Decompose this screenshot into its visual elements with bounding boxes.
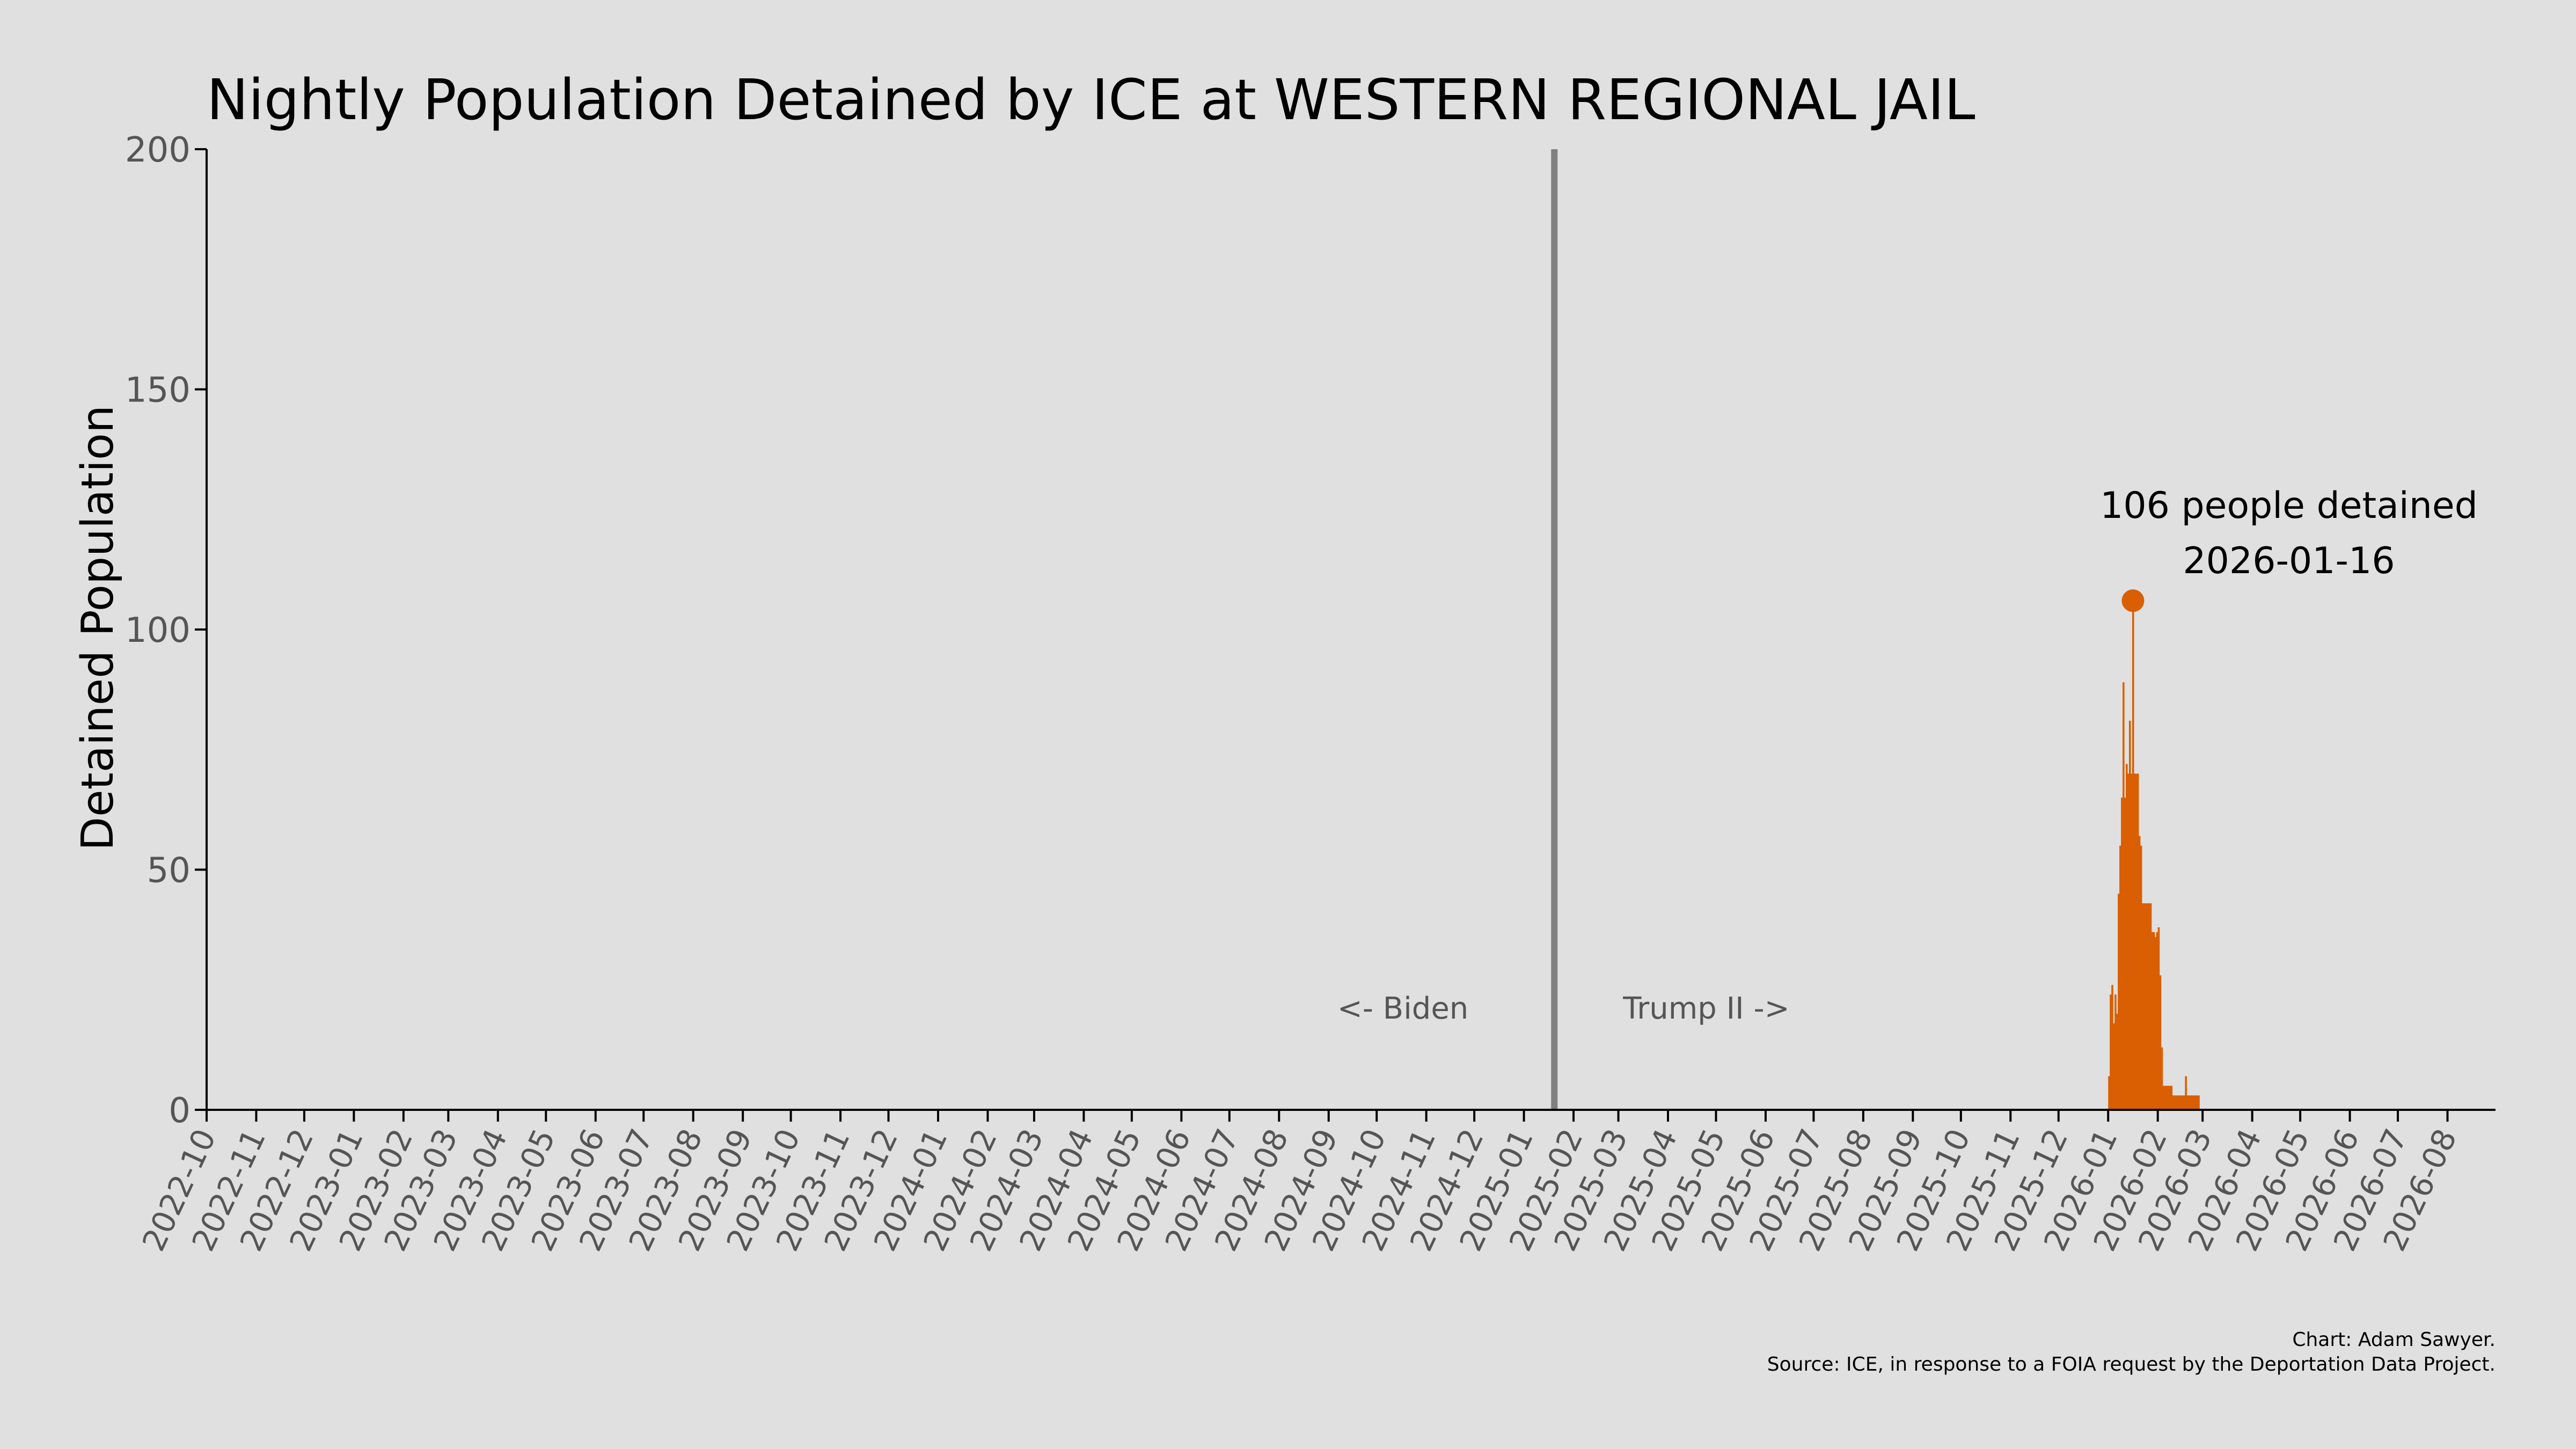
data-bar — [2178, 1095, 2181, 1110]
data-bar — [2108, 1076, 2110, 1110]
data-bar — [2161, 1047, 2163, 1110]
data-bar — [2146, 903, 2149, 1110]
y-tick-label: 100 — [125, 611, 191, 650]
data-bar — [2177, 1095, 2179, 1110]
data-bar — [2162, 1086, 2165, 1110]
data-bar — [2167, 1086, 2170, 1110]
data-bar — [2190, 1095, 2192, 1110]
data-bar — [2186, 1095, 2189, 1110]
data-bar — [2198, 1095, 2200, 1110]
data-bar — [2193, 1095, 2195, 1110]
data-bar — [2136, 773, 2139, 1110]
data-bar — [2126, 764, 2128, 1110]
data-bar — [2154, 936, 2157, 1110]
data-bar — [2138, 836, 2141, 1110]
data-bar — [2133, 773, 2136, 1110]
peak-marker — [2121, 589, 2145, 612]
data-bar — [2135, 773, 2138, 1110]
data-bar — [2129, 721, 2131, 1110]
data-bar — [2118, 894, 2120, 1110]
data-bar — [2114, 994, 2117, 1110]
data-bar — [2141, 903, 2144, 1110]
data-bar — [2113, 1023, 2115, 1110]
y-axis-label: Detained Population — [72, 405, 123, 851]
data-bar — [2111, 985, 2113, 1110]
data-bar — [2194, 1095, 2197, 1110]
data-bar — [2164, 1086, 2167, 1110]
data-bar — [2191, 1095, 2193, 1110]
data-bar — [2110, 994, 2112, 1110]
divider-left-label: <- Biden — [1337, 991, 1468, 1026]
divider-right-label: Trump II -> — [1622, 991, 1789, 1026]
y-tick-label: 200 — [125, 130, 191, 170]
data-bar — [2175, 1095, 2178, 1110]
data-bar — [2127, 773, 2129, 1110]
chart-source: Source: ICE, in response to a FOIA reque… — [1767, 1353, 2496, 1375]
data-bar — [2159, 975, 2162, 1110]
data-bar — [2180, 1095, 2183, 1110]
data-bar — [2116, 1014, 2118, 1110]
data-bar — [2140, 845, 2142, 1110]
peak-annotation-line1: 106 people detained — [2100, 485, 2478, 527]
data-bar — [2151, 932, 2154, 1110]
data-bar — [2149, 903, 2152, 1110]
data-bar — [2156, 932, 2158, 1110]
chart-title: Nightly Population Detained by ICE at WE… — [207, 67, 1975, 133]
data-bar — [2172, 1095, 2175, 1110]
y-tick-label: 150 — [125, 371, 191, 411]
data-bar — [2170, 1086, 2173, 1110]
data-bar — [2130, 773, 2133, 1110]
data-bar — [2196, 1095, 2198, 1110]
data-bar — [2169, 1086, 2171, 1110]
chart-credit: Chart: Adam Sawyer. — [2292, 1329, 2496, 1351]
data-bar — [2165, 1086, 2168, 1110]
y-tick-label: 0 — [169, 1091, 191, 1131]
data-bar — [2143, 903, 2146, 1110]
data-bar — [2119, 845, 2121, 1110]
data-bar — [2123, 682, 2125, 1110]
data-bar — [2182, 1095, 2184, 1110]
data-bar — [2174, 1095, 2176, 1110]
y-tick-label: 50 — [147, 851, 191, 891]
data-bar — [2148, 903, 2150, 1110]
data-bar — [2121, 797, 2123, 1110]
data-bar — [2145, 903, 2147, 1110]
data-bar — [2153, 932, 2155, 1110]
data-bar — [2183, 1095, 2185, 1110]
data-bar — [2132, 601, 2134, 1110]
data-bar — [2188, 1095, 2190, 1110]
peak-annotation-line2: 2026-01-16 — [2183, 540, 2395, 582]
data-bar — [2185, 1076, 2187, 1110]
plot-area: <- Biden Trump II -> 106 people detained 20… — [125, 130, 2496, 1257]
data-bar — [2157, 927, 2160, 1110]
data-bar — [2124, 797, 2126, 1110]
